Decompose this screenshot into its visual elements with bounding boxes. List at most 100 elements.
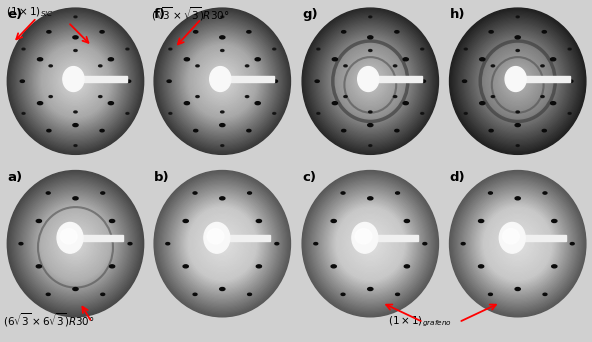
Ellipse shape <box>177 195 268 292</box>
Bar <box>227 76 274 82</box>
Circle shape <box>194 129 198 132</box>
Text: $(1\times1)_{SiC}$: $(1\times1)_{SiC}$ <box>6 5 54 19</box>
Ellipse shape <box>169 186 276 301</box>
Ellipse shape <box>54 221 97 267</box>
Ellipse shape <box>40 43 111 119</box>
Circle shape <box>196 65 199 67</box>
Ellipse shape <box>460 19 575 143</box>
Circle shape <box>256 220 262 223</box>
Ellipse shape <box>177 32 268 130</box>
Ellipse shape <box>494 56 542 107</box>
Ellipse shape <box>192 48 253 114</box>
Ellipse shape <box>157 174 287 313</box>
Ellipse shape <box>196 216 249 272</box>
Ellipse shape <box>303 172 437 316</box>
Ellipse shape <box>57 224 94 263</box>
Ellipse shape <box>513 76 522 86</box>
Ellipse shape <box>505 68 530 95</box>
Ellipse shape <box>213 71 231 91</box>
Ellipse shape <box>355 227 386 261</box>
Circle shape <box>183 220 188 223</box>
Ellipse shape <box>46 212 105 275</box>
Ellipse shape <box>70 75 81 87</box>
Ellipse shape <box>344 53 397 109</box>
Circle shape <box>100 31 104 33</box>
Ellipse shape <box>12 13 139 149</box>
Ellipse shape <box>193 50 252 113</box>
Ellipse shape <box>314 183 427 305</box>
Ellipse shape <box>351 223 390 264</box>
Ellipse shape <box>64 69 87 93</box>
Circle shape <box>344 65 347 67</box>
Ellipse shape <box>65 70 86 92</box>
Ellipse shape <box>162 17 282 146</box>
Ellipse shape <box>178 196 266 291</box>
Ellipse shape <box>19 20 132 142</box>
Ellipse shape <box>359 232 382 256</box>
Ellipse shape <box>461 183 574 305</box>
Ellipse shape <box>342 51 398 112</box>
Ellipse shape <box>175 193 270 295</box>
Circle shape <box>542 129 546 132</box>
Ellipse shape <box>218 239 227 249</box>
Ellipse shape <box>22 186 129 301</box>
Ellipse shape <box>72 78 79 85</box>
Ellipse shape <box>308 176 433 311</box>
Ellipse shape <box>207 227 238 261</box>
Ellipse shape <box>40 206 111 281</box>
Ellipse shape <box>55 222 96 266</box>
Circle shape <box>552 265 557 268</box>
Circle shape <box>220 197 225 200</box>
Ellipse shape <box>452 173 584 314</box>
Circle shape <box>404 220 410 223</box>
Ellipse shape <box>351 61 390 102</box>
Ellipse shape <box>340 48 401 114</box>
Circle shape <box>480 58 485 61</box>
Ellipse shape <box>360 233 381 255</box>
Ellipse shape <box>361 71 379 91</box>
Ellipse shape <box>324 194 417 294</box>
Ellipse shape <box>41 45 110 118</box>
Ellipse shape <box>176 31 269 131</box>
Ellipse shape <box>339 210 402 278</box>
Ellipse shape <box>221 242 223 245</box>
Ellipse shape <box>337 208 403 279</box>
Circle shape <box>341 192 345 194</box>
Ellipse shape <box>513 239 522 249</box>
Ellipse shape <box>490 51 546 112</box>
Text: $(\sqrt{3}\times\sqrt{3})R30°$: $(\sqrt{3}\times\sqrt{3})R30°$ <box>151 5 230 23</box>
Circle shape <box>541 65 544 67</box>
Text: d): d) <box>449 171 465 184</box>
Bar <box>375 76 422 82</box>
Ellipse shape <box>484 207 552 280</box>
Ellipse shape <box>179 35 265 128</box>
Ellipse shape <box>33 36 118 126</box>
Ellipse shape <box>163 18 281 145</box>
Ellipse shape <box>313 19 428 143</box>
Ellipse shape <box>362 235 378 252</box>
Ellipse shape <box>320 28 420 135</box>
Circle shape <box>128 242 132 245</box>
Circle shape <box>491 65 494 67</box>
Ellipse shape <box>217 238 228 250</box>
Ellipse shape <box>36 39 115 124</box>
Ellipse shape <box>213 234 231 253</box>
Ellipse shape <box>316 23 425 140</box>
Ellipse shape <box>332 40 409 123</box>
Ellipse shape <box>451 9 585 153</box>
Circle shape <box>36 220 41 223</box>
Ellipse shape <box>70 238 81 250</box>
Ellipse shape <box>303 9 437 153</box>
Ellipse shape <box>193 212 252 275</box>
Ellipse shape <box>493 54 543 108</box>
Ellipse shape <box>56 61 95 102</box>
Ellipse shape <box>356 65 385 97</box>
Circle shape <box>46 293 50 295</box>
Ellipse shape <box>511 74 525 89</box>
Ellipse shape <box>30 195 121 292</box>
Circle shape <box>247 192 252 194</box>
Ellipse shape <box>334 42 407 120</box>
Ellipse shape <box>487 48 548 114</box>
Ellipse shape <box>498 223 537 264</box>
Ellipse shape <box>349 58 392 104</box>
